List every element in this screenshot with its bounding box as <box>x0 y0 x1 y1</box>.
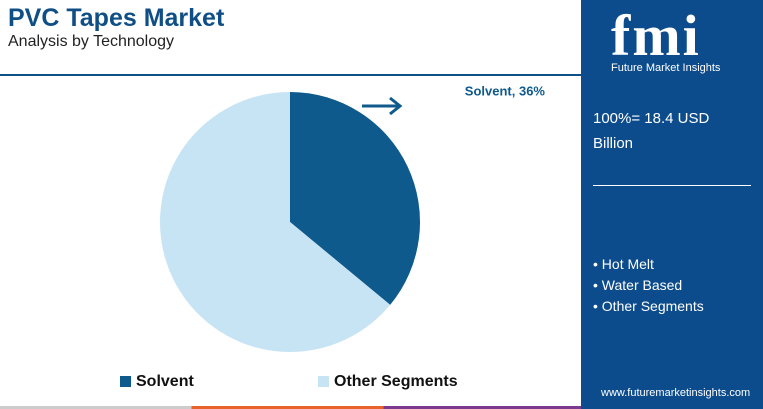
arrow <box>362 96 403 116</box>
separator <box>593 185 751 186</box>
pie-slice <box>160 92 391 352</box>
rule <box>0 74 581 76</box>
total: 100%= 18.4 USD Billion <box>593 110 710 152</box>
title: PVC Tapes Market <box>8 4 225 32</box>
legend-label: Solvent <box>136 373 194 390</box>
legend-label: Other Segments <box>334 373 458 390</box>
legend-swatch <box>318 376 329 387</box>
segment-item: • Water Based <box>593 277 683 293</box>
pie-slice <box>290 92 420 305</box>
segment-item: • Other Segments <box>593 298 704 314</box>
subtitle: Analysis by Technology <box>8 33 175 50</box>
chart: Solvent, 36% Solvent Other Segments <box>120 83 546 390</box>
segment-list: • Hot Melt • Water Based • Other Segments <box>593 254 704 317</box>
legend-swatch <box>120 376 131 387</box>
url: www.futuremarketinsights.com <box>601 387 751 399</box>
value-label: Solvent, 36% <box>465 83 546 98</box>
logo: fmi <box>611 3 701 68</box>
bottom-bar <box>0 406 581 409</box>
brand: Future Market Insights <box>611 62 721 74</box>
sidebar: fmi Future Market Insights 100%= 18.4 US… <box>581 0 763 409</box>
segment-item: • Hot Melt <box>593 256 654 272</box>
